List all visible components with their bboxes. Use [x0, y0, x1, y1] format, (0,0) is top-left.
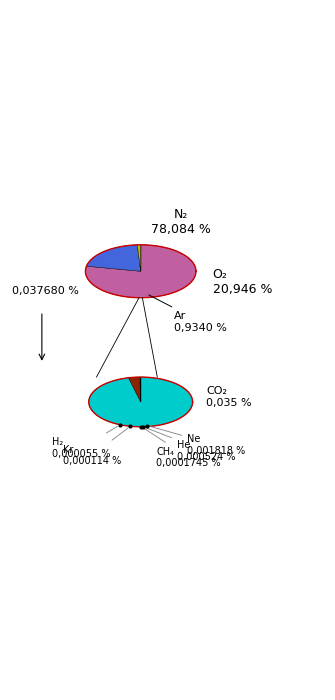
Text: Ne
0,001818 %: Ne 0,001818 % [150, 426, 246, 456]
Text: CO₂
0,035 %: CO₂ 0,035 % [206, 386, 252, 408]
Polygon shape [137, 245, 141, 272]
Text: 0,037680 %: 0,037680 % [12, 286, 79, 296]
Text: He
0,000524 %: He 0,000524 % [146, 428, 236, 462]
Polygon shape [140, 377, 141, 402]
Polygon shape [89, 377, 193, 427]
Text: Kr
0,000114 %: Kr 0,000114 % [63, 428, 128, 466]
Polygon shape [85, 245, 196, 298]
Text: CH₄
0,0001745 %: CH₄ 0,0001745 % [143, 428, 221, 468]
Polygon shape [86, 245, 141, 272]
Text: H₂
0,000055 %: H₂ 0,000055 % [52, 426, 118, 459]
Polygon shape [129, 377, 141, 402]
Text: Ar
0,9340 %: Ar 0,9340 % [149, 295, 227, 332]
Text: N₂
78,084 %: N₂ 78,084 % [151, 209, 211, 237]
Text: O₂
20,946 %: O₂ 20,946 % [213, 268, 272, 296]
